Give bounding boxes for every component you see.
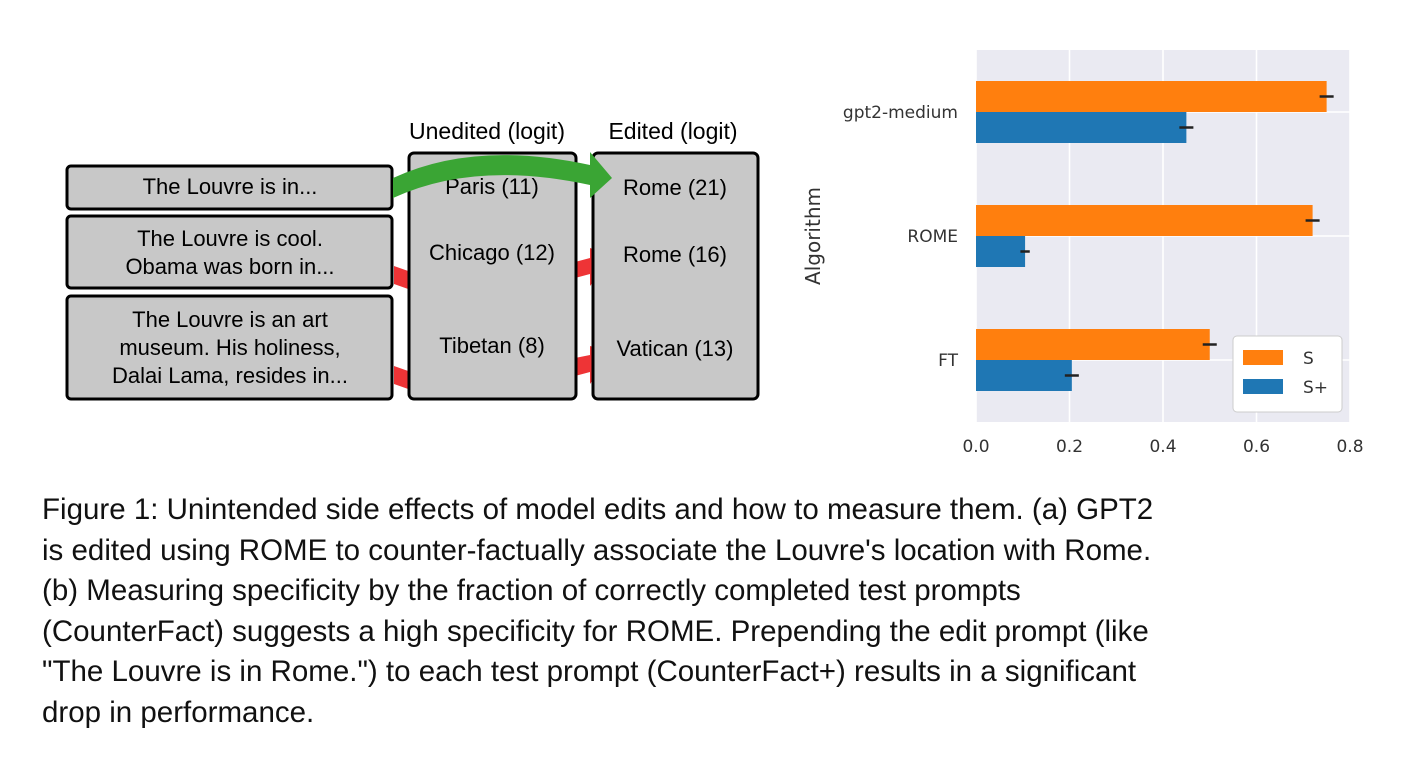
category-label: FT — [938, 351, 958, 371]
edited-value-2: Rome (16) — [623, 242, 727, 267]
bar-s-plus — [976, 112, 1187, 143]
x-tick-label: 0.6 — [1243, 437, 1270, 457]
x-tick-label: 0.2 — [1056, 437, 1083, 457]
prompt-boxes — [65, 164, 394, 401]
prompt-box-1 — [65, 164, 394, 211]
x-tick-label: 0.8 — [1336, 437, 1363, 457]
legend-label: S+ — [1303, 378, 1328, 398]
bar-s — [976, 205, 1313, 236]
edited-value-1: Rome (21) — [623, 175, 727, 200]
unedited-value-1: Paris (11) — [445, 174, 539, 199]
legend-swatch — [1243, 350, 1283, 365]
bars — [976, 81, 1327, 391]
category-label: gpt2-medium — [843, 103, 958, 123]
prompt-3-line-2: museum. His holiness, — [119, 335, 340, 360]
unedited-value-2: Chicago (12) — [429, 240, 555, 265]
edit-diagram: Unedited (logit) Edited (logit) The Louv… — [65, 118, 760, 401]
red-arrow-2a — [394, 366, 411, 390]
bar-s — [976, 81, 1327, 112]
legend-label: S — [1303, 349, 1314, 369]
specificity-chart: gpt2-medium ROME FT 0.0 0.2 0.4 0.6 0.8 Algori… — [801, 50, 1364, 457]
unedited-box — [407, 151, 578, 401]
x-tick-labels: 0.0 0.2 0.4 0.6 0.8 — [962, 437, 1363, 457]
x-tick-label: 0.0 — [962, 437, 989, 457]
legend-swatch — [1243, 379, 1283, 394]
green-arrow — [393, 152, 612, 198]
prompt-2-line-1: The Louvre is cool. — [137, 226, 323, 251]
prompt-1-line-1: The Louvre is in... — [143, 174, 318, 199]
caption-line: (CounterFact) suggests a high specificit… — [42, 614, 1149, 648]
x-tick-label: 0.4 — [1149, 437, 1176, 457]
caption-line: "The Louvre is in Rome.") to each test p… — [42, 655, 1137, 688]
caption-line: Figure 1: Unintended side effects of mod… — [42, 493, 1154, 526]
prompt-box-2 — [65, 214, 394, 290]
category-label: ROME — [907, 227, 958, 247]
unedited-header: Unedited (logit) — [409, 118, 565, 144]
prompt-2-line-2: Obama was born in... — [125, 254, 334, 279]
caption-line: (b) Measuring specificity by the fractio… — [42, 574, 1021, 607]
prompt-3-line-3: Dalai Lama, resides in... — [112, 363, 348, 388]
unedited-value-3: Tibetan (8) — [439, 333, 545, 358]
y-axis-label: Algorithm — [801, 187, 825, 285]
prompt-box-3 — [65, 294, 394, 401]
bar-s-plus — [976, 360, 1072, 391]
legend-box — [1232, 335, 1343, 413]
figure-caption: Figure 1: Unintended side effects of mod… — [42, 490, 1392, 733]
error-bars — [1020, 95, 1334, 377]
bar-s — [976, 329, 1210, 360]
legend: S S+ — [1232, 335, 1343, 413]
bar-s-plus — [976, 236, 1026, 267]
edited-box — [591, 151, 760, 401]
red-arrow-1a — [394, 266, 411, 290]
edited-value-3: Vatican (13) — [617, 336, 734, 361]
edited-header: Edited (logit) — [608, 118, 737, 144]
prompt-3-line-1: The Louvre is an art — [132, 307, 328, 332]
category-labels: gpt2-medium ROME FT — [843, 103, 959, 371]
caption-line: drop in performance. — [42, 695, 315, 729]
caption-line: is edited using ROME to counter-factuall… — [42, 533, 1152, 567]
